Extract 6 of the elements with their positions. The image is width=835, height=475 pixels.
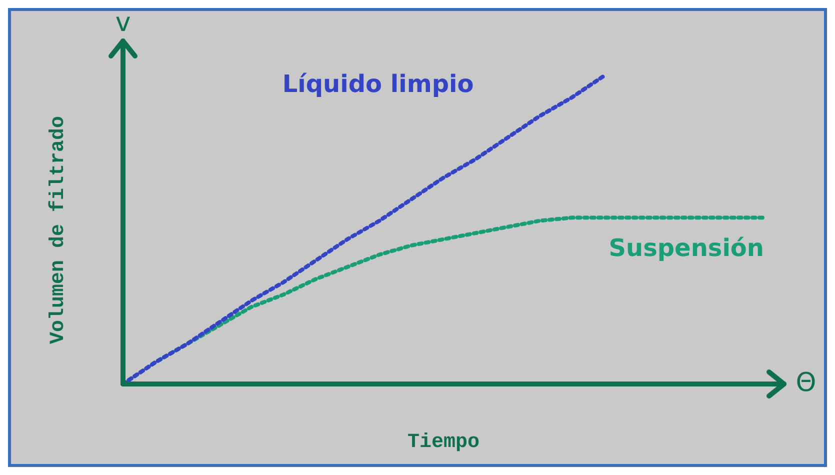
- text: Líquido limpio: [282, 70, 474, 98]
- text: Θ: [796, 368, 816, 398]
- series-label: Suspensión: [608, 234, 764, 262]
- text: v: [115, 8, 131, 38]
- y-axis-title: Volumen de filtrado: [47, 116, 70, 344]
- x-axis-title: Tiempo: [407, 431, 480, 454]
